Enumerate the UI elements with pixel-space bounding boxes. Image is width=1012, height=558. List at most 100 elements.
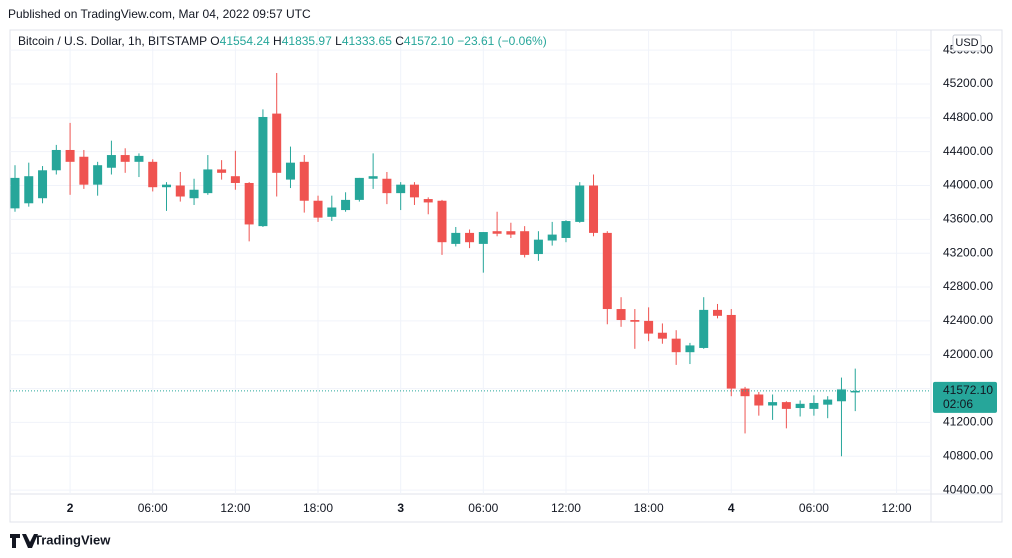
candle-body	[754, 394, 764, 406]
candle-body	[244, 182, 254, 225]
candle-body	[162, 184, 172, 188]
price-tag	[933, 381, 997, 413]
candle-body	[299, 161, 309, 201]
change: −23.61 (−0.06%)	[457, 34, 547, 48]
candle-body	[437, 200, 447, 243]
candle-body	[10, 177, 20, 209]
x-tick-label: 12:00	[220, 501, 250, 515]
candle-body	[768, 402, 778, 406]
candle-body	[79, 156, 89, 185]
candle-body	[409, 184, 419, 198]
candle-body	[781, 402, 791, 409]
y-tick-label: 42800.00	[943, 279, 993, 293]
candle-body	[533, 239, 543, 255]
x-tick-label: 3	[397, 501, 404, 515]
candle-body	[148, 161, 158, 188]
candle-body	[712, 309, 722, 316]
y-tick-label: 42000.00	[943, 347, 993, 361]
y-tick-label: 44400.00	[943, 144, 993, 158]
ohlc-value: 41554.24	[219, 34, 270, 48]
currency-box[interactable]	[952, 34, 982, 52]
x-tick-label: 18:00	[303, 501, 333, 515]
candle-body	[189, 189, 199, 199]
candle-body	[561, 221, 571, 238]
y-tick-label: 41200.00	[943, 415, 993, 429]
x-tick-label: 4	[728, 501, 735, 515]
x-tick-label: 06:00	[799, 501, 829, 515]
candle-body	[285, 162, 295, 180]
candle-body	[313, 200, 323, 218]
x-tick-label: 06:00	[138, 501, 168, 515]
y-tick-label: 44800.00	[943, 110, 993, 124]
candle-body	[547, 234, 557, 241]
candle-body	[93, 165, 103, 185]
candle-body	[506, 231, 516, 235]
price-tag-countdown: 02:06	[943, 397, 973, 411]
candle-body	[492, 231, 502, 234]
candle-body	[272, 113, 282, 173]
candle-body	[740, 388, 750, 397]
candle-body	[671, 338, 681, 353]
candle-body	[134, 155, 144, 162]
y-tick-label: 43200.00	[943, 245, 993, 259]
y-tick-label: 40800.00	[943, 448, 993, 462]
candle-body	[203, 169, 213, 194]
candle-body	[341, 199, 351, 211]
candle-body	[24, 176, 34, 204]
ohlc-key: L	[335, 34, 342, 48]
candle-body	[836, 389, 846, 402]
candle-body	[520, 231, 530, 255]
candle-body	[465, 232, 475, 243]
y-tick-label: 42400.00	[943, 313, 993, 327]
candle-body	[644, 320, 654, 334]
candle-body	[368, 176, 378, 179]
ohlc-key: H	[273, 34, 282, 48]
candle-body	[685, 345, 695, 353]
candle-body	[809, 402, 819, 409]
candle-body	[850, 390, 860, 393]
y-tick-label: 43600.00	[943, 212, 993, 226]
candle-body	[175, 185, 185, 197]
candle-body	[602, 232, 612, 310]
candle-body	[258, 116, 268, 227]
ohlc-key: C	[395, 34, 404, 48]
candle-body	[657, 332, 667, 339]
x-tick-label: 2	[67, 501, 74, 515]
footer-brand: TradingView	[34, 532, 111, 547]
logo	[10, 534, 38, 548]
ohlc-value: 41333.65	[341, 34, 392, 48]
x-tick-label: 06:00	[468, 501, 498, 515]
candle-body	[106, 155, 116, 168]
candle-body	[823, 399, 833, 405]
symbol: Bitcoin / U.S. Dollar, 1h, BITSTAMP	[18, 34, 207, 48]
candle-body	[396, 184, 406, 194]
candle-body	[451, 232, 461, 244]
frame	[9, 29, 1003, 523]
candle-body	[382, 178, 392, 194]
candle-body	[65, 149, 75, 162]
candle-body	[630, 320, 640, 322]
candle-body	[354, 177, 364, 200]
candle-body	[616, 309, 626, 321]
y-tick-label: 44000.00	[943, 178, 993, 192]
ohlc-value: 41835.97	[281, 34, 332, 48]
candle-body	[327, 207, 337, 217]
candle-body	[423, 199, 433, 203]
legend-header: Bitcoin / U.S. Dollar, 1h, BITSTAMP O415…	[18, 34, 547, 48]
candle-body	[478, 232, 488, 244]
price-tag-value: 41572.10	[943, 383, 993, 397]
currency[interactable]: USD	[955, 37, 978, 49]
x-tick-label: 12:00	[551, 501, 581, 515]
candle-body	[726, 314, 736, 389]
candle-body	[230, 176, 240, 183]
candle-body	[217, 169, 227, 173]
y-tick-label: 40400.00	[943, 482, 993, 496]
x-tick-label: 12:00	[882, 501, 912, 515]
ohlc-value: 41572.10	[403, 34, 454, 48]
candle-body	[699, 309, 709, 348]
candle-body	[589, 185, 599, 233]
candle-body	[795, 403, 805, 409]
candle-body	[575, 185, 585, 222]
published-note: Published on TradingView.com, Mar 04, 20…	[8, 7, 311, 21]
